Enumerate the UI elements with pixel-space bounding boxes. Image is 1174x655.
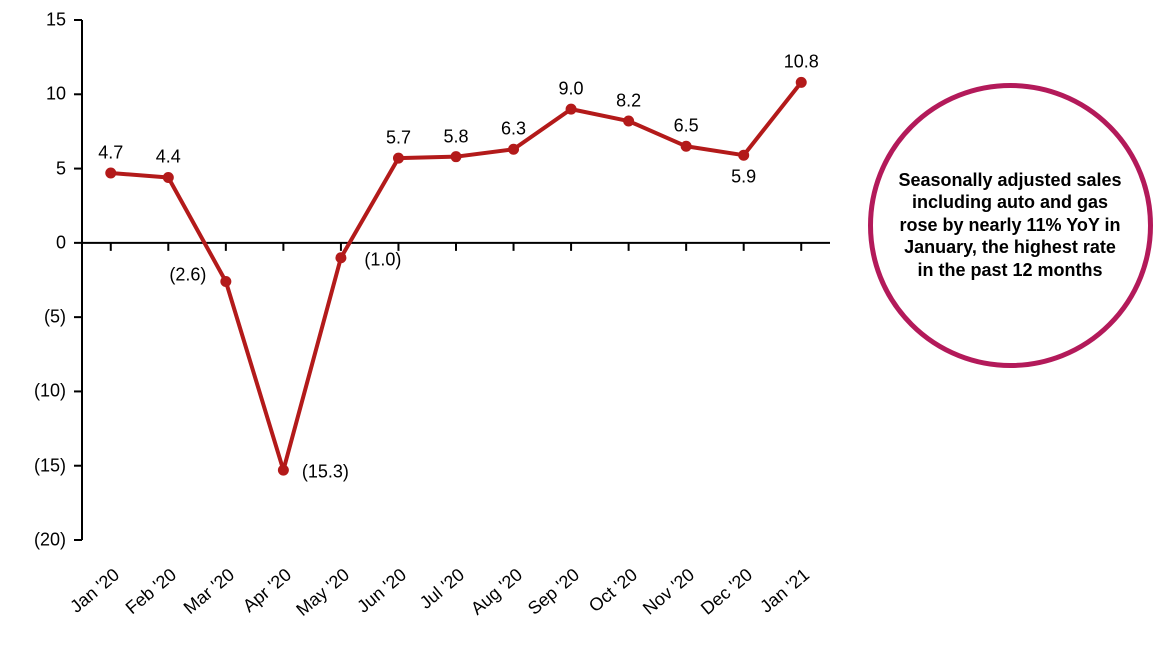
- callout-text: Seasonally adjusted sales including auto…: [873, 169, 1148, 282]
- data-label: 4.7: [98, 143, 123, 164]
- data-label: 8.2: [616, 91, 641, 112]
- data-label: (2.6): [169, 265, 206, 286]
- y-tick-label: 15: [0, 10, 66, 31]
- y-tick-label: (10): [0, 381, 66, 402]
- data-label: 5.7: [386, 128, 411, 149]
- y-tick-label: (20): [0, 530, 66, 551]
- data-label: 9.0: [559, 79, 584, 100]
- data-label: 6.5: [674, 116, 699, 137]
- data-label: (1.0): [364, 249, 401, 270]
- data-label: 10.8: [784, 52, 819, 73]
- data-label: 6.3: [501, 119, 526, 140]
- y-tick-label: (15): [0, 455, 66, 476]
- data-label: 4.4: [156, 147, 181, 168]
- callout-circle: Seasonally adjusted sales including auto…: [868, 83, 1153, 368]
- data-label: 5.9: [731, 167, 756, 188]
- data-label: 5.8: [443, 126, 468, 147]
- data-label: (15.3): [302, 462, 349, 483]
- y-tick-label: 0: [0, 232, 66, 253]
- y-tick-label: 10: [0, 84, 66, 105]
- y-tick-label: (5): [0, 307, 66, 328]
- y-tick-label: 5: [0, 158, 66, 179]
